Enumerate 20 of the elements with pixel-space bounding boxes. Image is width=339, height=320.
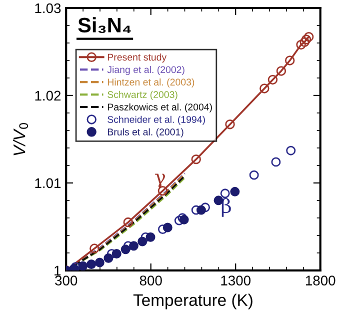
x-tick-label: 1300 [221, 276, 251, 286]
y-tick-label: 1.03 [35, 3, 61, 14]
y-tick-label: 1 [54, 266, 61, 276]
legend-label: Jiang et al. (2002) [107, 66, 184, 76]
y-axis-title: V/V$_{0}$ [13, 123, 28, 156]
legend-label: Paszkowics et al. (2004) [108, 103, 212, 112]
legend-label: Hintzen et al. (2003) [108, 78, 194, 88]
x-tick-label: 1800 [306, 276, 336, 286]
y-tick-label: 1.01 [35, 178, 61, 188]
chart-title: Si₃N₄ [78, 17, 131, 34]
y-tick-label: 1.02 [35, 90, 61, 101]
legend-label: Schwartz (2003) [108, 90, 178, 100]
annotation: β [222, 198, 231, 217]
legend-label: Present study [108, 53, 167, 63]
legend-label: Bruls et al. (2001) [108, 128, 184, 138]
x-axis-title: Temperature (K) [133, 294, 252, 310]
legend-label: Schneider et al. (1994) [108, 116, 205, 125]
x-tick-label: 300 [55, 276, 78, 286]
annotation: γ [155, 174, 166, 188]
x-tick-label: 800 [140, 276, 162, 286]
